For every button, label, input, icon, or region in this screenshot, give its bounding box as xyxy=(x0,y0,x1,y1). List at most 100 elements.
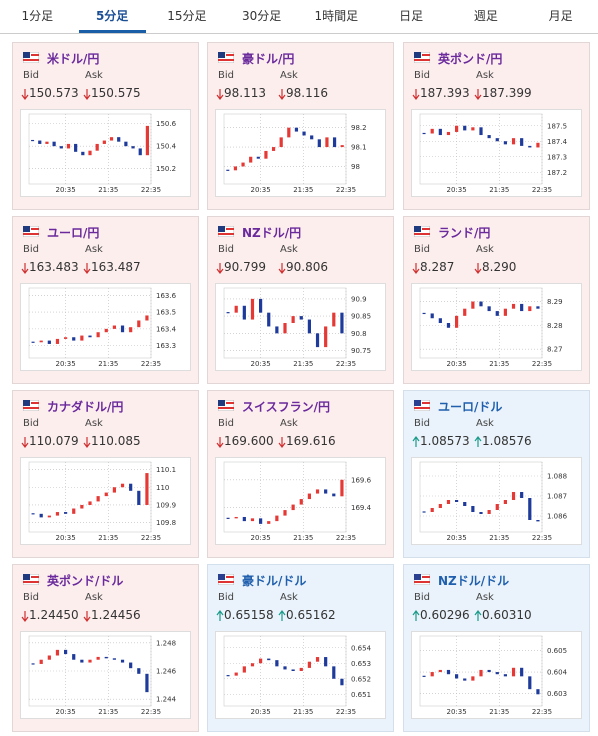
rate-card[interactable]: 英ポンド/ドル Bid Ask 1.24450 1.24456 1.244 1.246 1.2… xyxy=(12,564,199,732)
flag-part xyxy=(414,574,421,580)
tab[interactable]: 15分足 xyxy=(167,9,207,23)
candle xyxy=(430,313,434,319)
mini-chart: 150.2 150.4 150.6 20:35 21:35 22:35 xyxy=(20,109,191,197)
plot-frame xyxy=(28,113,152,185)
rate-card[interactable]: スイスフラン/円 Bid Ask 169.600 169.616 169.4 169.6 20… xyxy=(207,390,394,558)
mini-chart: 0.603 0.604 0.605 20:35 21:35 22:35 xyxy=(411,631,582,719)
candle xyxy=(234,305,238,313)
direction-arrow xyxy=(278,263,286,274)
chart-svg: 98 98.1 98.2 20:35 21:35 22:35 xyxy=(223,113,367,194)
candle xyxy=(446,669,451,675)
rate-card[interactable]: ランド/円 Bid Ask 8.287 8.290 8.27 8.28 8.29 20:35 21… xyxy=(403,216,590,384)
direction-arrow xyxy=(216,263,224,274)
tab[interactable]: 30分足 xyxy=(241,9,282,23)
bid-value: 1.08573 xyxy=(420,434,470,448)
pair-name: 豪ドル/円 xyxy=(242,52,295,66)
candle xyxy=(234,672,238,676)
candle xyxy=(259,298,263,313)
candle xyxy=(463,308,467,316)
tab[interactable]: 週足 xyxy=(473,9,498,23)
ask-value: 169.616 xyxy=(286,434,336,448)
candle xyxy=(80,659,84,663)
rate-card[interactable]: NZドル/円 Bid Ask 90.799 90.806 90.75 90.8 90.85 90… xyxy=(207,216,394,384)
y-tick-label: 98 xyxy=(351,163,360,171)
candle xyxy=(455,500,459,502)
candle xyxy=(88,659,92,663)
y-tick-label: 0.653 xyxy=(351,660,371,668)
flag-part xyxy=(218,400,225,406)
flag-bg xyxy=(414,52,430,63)
tab[interactable]: 1時間足 xyxy=(314,9,359,23)
arrow-shape xyxy=(278,610,286,621)
candle xyxy=(528,498,532,520)
y-tick-label: 90.85 xyxy=(351,313,371,321)
flag-part xyxy=(414,52,421,58)
rate-card[interactable]: NZドル/ドル Bid Ask 0.60296 0.60310 0.603 0.604 0.6… xyxy=(403,564,590,732)
pair-name: ユーロ/円 xyxy=(47,226,100,240)
bid-value: 1.24450 xyxy=(29,608,79,622)
direction-arrow xyxy=(278,89,286,100)
candle xyxy=(145,125,150,156)
candle xyxy=(536,689,540,695)
flag-part xyxy=(422,54,430,56)
candle xyxy=(315,333,320,348)
candle xyxy=(302,131,306,136)
candle xyxy=(112,325,116,329)
y-tick-label: 0.604 xyxy=(547,669,568,677)
flag-icon xyxy=(23,52,39,63)
rate-card[interactable]: ユーロ/円 Bid Ask 163.483 163.487 163.3 163.4 163.5… xyxy=(12,216,199,384)
tab[interactable]: 1分足 xyxy=(21,9,54,23)
flag-bg xyxy=(218,52,234,63)
tab[interactable]: 5分足 xyxy=(78,0,146,33)
arrow-shape xyxy=(278,263,286,274)
plot-frame xyxy=(28,461,152,533)
flag-part xyxy=(31,576,39,578)
mini-chart: 163.3 163.4 163.5 163.6 20:35 21:35 22:35 xyxy=(20,283,191,371)
candle xyxy=(340,145,344,148)
plot-frame xyxy=(419,287,543,359)
mini-chart: 1.086 1.087 1.088 20:35 21:35 22:35 xyxy=(411,457,582,545)
rate-card[interactable]: ユーロ/ドル Bid Ask 1.08573 1.08576 1.086 1.087 1.08… xyxy=(403,390,590,558)
arrow-shape xyxy=(21,437,29,448)
candle xyxy=(340,312,344,334)
flag-part xyxy=(414,400,421,406)
arrow-shape xyxy=(412,436,420,447)
rate-card[interactable]: 豪ドル/ドル Bid Ask 0.65158 0.65162 0.651 0.652 0.65… xyxy=(207,564,394,732)
pair-name: NZドル/円 xyxy=(242,226,302,240)
candle xyxy=(487,510,491,514)
plot-frame xyxy=(223,461,347,533)
x-tick-label: 22:35 xyxy=(532,708,552,716)
candle xyxy=(279,137,283,148)
x-tick-label: 22:35 xyxy=(336,534,356,542)
tab[interactable]: 日足 xyxy=(399,9,424,23)
direction-arrow xyxy=(474,263,482,274)
candle xyxy=(47,515,51,518)
flag-part xyxy=(31,402,39,404)
rate-card[interactable]: 米ドル/円 Bid Ask 150.573 150.575 150.2 150.4 150.6… xyxy=(12,42,199,210)
candle xyxy=(47,655,51,660)
x-tick-label: 21:35 xyxy=(293,708,313,716)
y-tick-label: 163.5 xyxy=(156,309,176,317)
rate-card[interactable]: カナダドル/円 Bid Ask 110.079 110.085 109.8 109.9 110… xyxy=(12,390,199,558)
candle xyxy=(104,492,108,497)
candle xyxy=(463,125,467,131)
tab[interactable]: 月足 xyxy=(548,9,573,23)
mini-chart: 1.244 1.246 1.248 20:35 21:35 22:35 xyxy=(20,631,191,719)
rate-card[interactable]: 英ポンド/円 Bid Ask 187.393 187.399 187.2 187.3 187.… xyxy=(403,42,590,210)
arrow-shape xyxy=(412,610,420,621)
flag-part xyxy=(23,226,30,232)
candle xyxy=(124,141,128,147)
rate-card[interactable]: 豪ドル/円 Bid Ask 98.113 98.116 98 98.1 98.2 20:35 21… xyxy=(207,42,394,210)
ask-label: Ask xyxy=(85,592,103,603)
flag-part xyxy=(414,407,430,409)
y-tick-label: 0.654 xyxy=(351,644,372,652)
candle xyxy=(271,147,276,151)
arrow-shape xyxy=(21,263,29,274)
bid-label: Bid xyxy=(218,592,234,603)
candle xyxy=(88,335,92,338)
x-tick-label: 21:35 xyxy=(489,534,509,542)
candle xyxy=(471,506,475,512)
x-tick-label: 20:35 xyxy=(447,708,467,716)
x-tick-label: 22:35 xyxy=(336,708,356,716)
ask-value: 1.24456 xyxy=(91,608,141,622)
